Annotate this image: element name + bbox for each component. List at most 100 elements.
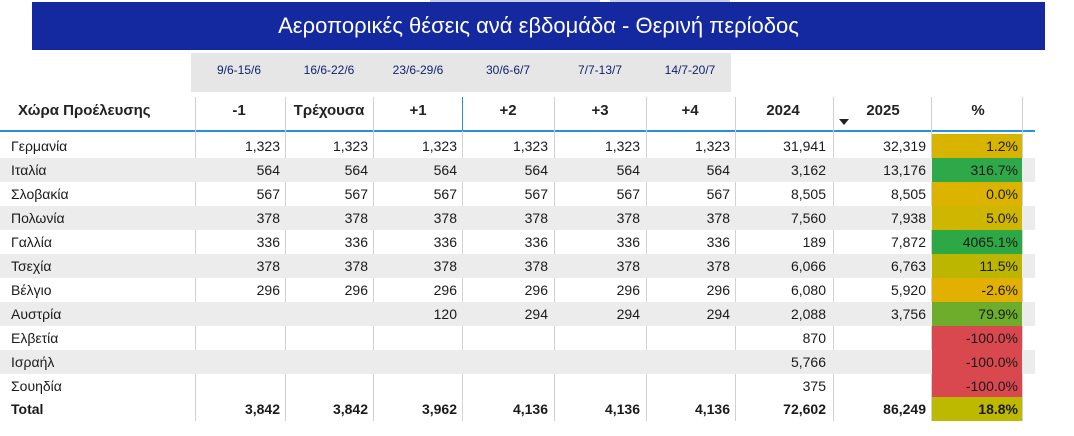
column-divider-accent [462,97,463,131]
value-cell: 2,088 [790,306,826,322]
value-cell: 1,323 [512,138,548,154]
value-cell [846,326,926,350]
value-cell: 567 [524,186,548,202]
percent-change-cell: 18.8% [932,397,1022,421]
value-cell: 564 [433,162,457,178]
value-cell: 6,066 [790,258,826,274]
value-cell [560,350,640,374]
column-header[interactable]: 2024 [766,102,800,119]
total-label: Total [11,401,44,417]
value-cell [560,326,640,350]
value-cell: 378 [706,210,730,226]
country-name: Αυστρία [11,306,62,322]
value-cell: 567 [344,186,368,202]
value-cell: 567 [433,186,457,202]
column-header[interactable]: +1 [409,102,427,119]
table-row[interactable]: Ελβετία 870 -100.0% [0,326,1035,350]
table-row[interactable]: Σλοβακία 567 567 567 567 567 567 8,505 8,505 0.0% [0,182,1035,206]
report-title: Αεροπορικές θέσεις ανά εβδομάδα - Θερινή… [32,2,1045,50]
value-cell: 13,176 [883,162,926,178]
value-cell: 567 [616,186,640,202]
value-cell: 296 [256,282,280,298]
percent-change-cell: -100.0% [932,350,1022,374]
value-cell: 378 [616,258,640,274]
total-row[interactable]: Total 3,842 3,842 3,962 4,136 4,136 4,136 72,60… [0,397,1035,421]
value-cell: 3,756 [890,306,926,322]
value-cell: 567 [256,186,280,202]
value-cell: 567 [706,186,730,202]
country-name: Πολωνία [11,210,65,226]
table-row[interactable]: Τσεχία 378 378 378 378 378 378 6,066 6,763 11.5% [0,254,1035,278]
percent-change-cell: 316.7% [932,158,1022,182]
value-cell: 336 [256,234,280,250]
percent-change-cell: -100.0% [932,374,1022,398]
percent-change-cell: 1.2% [932,134,1022,158]
column-header[interactable]: -1 [232,102,246,119]
value-cell: 5,766 [790,354,826,370]
sort-descending-icon[interactable] [839,119,849,125]
value-cell [650,374,730,398]
column-header[interactable]: +4 [681,102,699,119]
value-cell: 189 [802,234,826,250]
value-cell [846,350,926,374]
table-row[interactable]: Ιταλία 564 564 564 564 564 564 3,162 13,176 316.7… [0,158,1035,182]
date-range-label: 14/7-20/7 [664,63,716,77]
value-cell: 3,962 [421,401,457,417]
value-cell: 120 [433,306,457,322]
value-cell [288,350,368,374]
value-cell: 564 [344,162,368,178]
value-cell [377,350,457,374]
value-cell: 72,602 [783,401,826,417]
percent-change-cell: 79.9% [932,302,1022,326]
table-row[interactable]: Αυστρία 120 294 294 294 2,088 3,756 79.9% [0,302,1035,326]
value-cell: 870 [802,330,826,346]
value-cell: 378 [616,210,640,226]
column-header[interactable]: Τρέχουσα [293,102,365,119]
value-cell [288,326,368,350]
country-name: Βέλγιο [11,282,52,298]
value-cell: 5,920 [890,282,926,298]
column-header[interactable]: +2 [499,102,517,119]
date-range-band [191,53,731,92]
header-country[interactable]: Χώρα Προέλευσης [18,102,151,119]
value-cell [468,350,548,374]
country-name: Ισραήλ [11,354,55,370]
value-cell [846,374,926,398]
value-cell: 1,323 [421,138,457,154]
value-cell [650,326,730,350]
table-row[interactable]: Γαλλία 336 336 336 336 336 336 189 7,872 4065.1% [0,230,1035,254]
value-cell: 1,323 [604,138,640,154]
value-cell [288,302,368,326]
percent-change-cell: 0.0% [932,182,1022,206]
table-row[interactable]: Βέλγιο 296 296 296 296 296 296 6,080 5,920 -2.6% [0,278,1035,302]
value-cell: 296 [344,282,368,298]
value-cell [288,374,368,398]
table-row[interactable]: Γερμανία 1,323 1,323 1,323 1,323 1,323 1,323 31… [0,134,1035,158]
table-row[interactable]: Ισραήλ 5,766 -100.0% [0,350,1035,374]
value-cell: 296 [524,282,548,298]
country-name: Σουηδία [11,378,62,394]
value-cell: 32,319 [883,138,926,154]
value-cell: 296 [433,282,457,298]
value-cell: 4,136 [694,401,730,417]
column-header[interactable]: +3 [591,102,609,119]
value-cell: 7,938 [890,210,926,226]
country-name: Ιταλία [11,162,47,178]
country-name: Σλοβακία [11,186,69,202]
percent-change-cell: 5.0% [932,206,1022,230]
top-scroll-stub [430,0,600,3]
percent-change-cell: 4065.1% [932,230,1022,254]
column-header[interactable]: 2025 [866,102,900,119]
percent-change-cell: -100.0% [932,326,1022,350]
value-cell: 336 [344,234,368,250]
table-row[interactable]: Σουηδία 375 -100.0% [0,374,1035,398]
table-row[interactable]: Πολωνία 378 378 378 378 378 378 7,560 7,938 5.0% [0,206,1035,230]
value-cell: 8,505 [890,186,926,202]
value-cell [468,326,548,350]
value-cell [468,374,548,398]
value-cell: 378 [344,210,368,226]
column-header[interactable]: % [971,102,985,119]
value-cell: 294 [616,306,640,322]
value-cell: 3,842 [244,401,280,417]
value-cell: 1,323 [694,138,730,154]
